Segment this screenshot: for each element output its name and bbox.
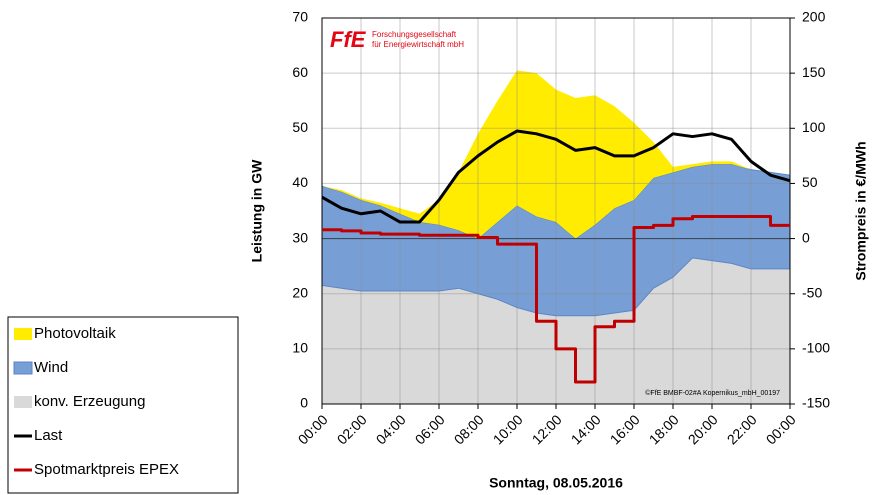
annotation: ©FfE BMBF-02#A Kopernikus_mbH_00197 [645, 389, 780, 397]
y2-tick-label: -50 [802, 284, 822, 300]
x-tick-label: 20:00 [685, 411, 721, 447]
y-tick-label: 0 [300, 395, 308, 411]
y-tick-label: 60 [292, 64, 308, 80]
legend-swatch [14, 328, 32, 340]
y-axis-label: Leistung in GW [249, 159, 265, 262]
y2-axis-label: Strompreis in €/MWh [853, 141, 869, 280]
plot-frame [321, 17, 791, 405]
legend-label: Spotmarktpreis EPEX [34, 461, 179, 478]
legend-label: Photovoltaik [34, 325, 116, 342]
y-tick-label: 20 [292, 284, 308, 300]
y2-tick-label: 200 [802, 9, 826, 25]
x-tick-label: 00:00 [763, 411, 799, 447]
x-tick-label: 02:00 [334, 411, 370, 447]
y2-tick-label: 50 [802, 174, 818, 190]
y2-tick-label: -150 [802, 395, 830, 411]
logo-text: Forschungsgesellschaft [372, 30, 457, 39]
y-tick-label: 30 [292, 229, 308, 245]
legend-box [7, 316, 239, 494]
y2-tick-label: 150 [802, 64, 826, 80]
x-axis-label: Sonntag, 08.05.2016 [489, 475, 623, 491]
x-tick-label: 04:00 [373, 411, 409, 447]
legend-label: Wind [34, 359, 68, 376]
legend-swatch [14, 396, 32, 408]
legend-label: Last [34, 427, 63, 444]
x-tick-label: 06:00 [412, 411, 448, 447]
x-tick-label: 08:00 [451, 411, 487, 447]
x-tick-label: 00:00 [295, 411, 331, 447]
x-tick-label: 22:00 [724, 411, 760, 447]
x-tick-label: 18:00 [646, 411, 682, 447]
y-tick-label: 50 [292, 119, 308, 135]
area [322, 70, 790, 239]
y-tick-label: 70 [292, 9, 308, 25]
x-tick-label: 14:00 [568, 411, 604, 447]
logo: FfE [330, 27, 367, 52]
y2-tick-label: -100 [802, 340, 830, 356]
y-tick-label: 10 [292, 340, 308, 356]
x-tick-label: 12:00 [529, 411, 565, 447]
legend-label: konv. Erzeugung [34, 393, 145, 410]
x-tick-label: 16:00 [607, 411, 643, 447]
line [322, 215, 790, 384]
x-tick-label: 10:00 [490, 411, 526, 447]
legend-swatch [13, 361, 33, 375]
logo-text: für Energiewirtschaft mbH [372, 40, 464, 49]
line [321, 129, 791, 224]
y-tick-label: 40 [292, 174, 308, 190]
y2-tick-label: 0 [802, 229, 810, 245]
y2-tick-label: 100 [802, 119, 826, 135]
